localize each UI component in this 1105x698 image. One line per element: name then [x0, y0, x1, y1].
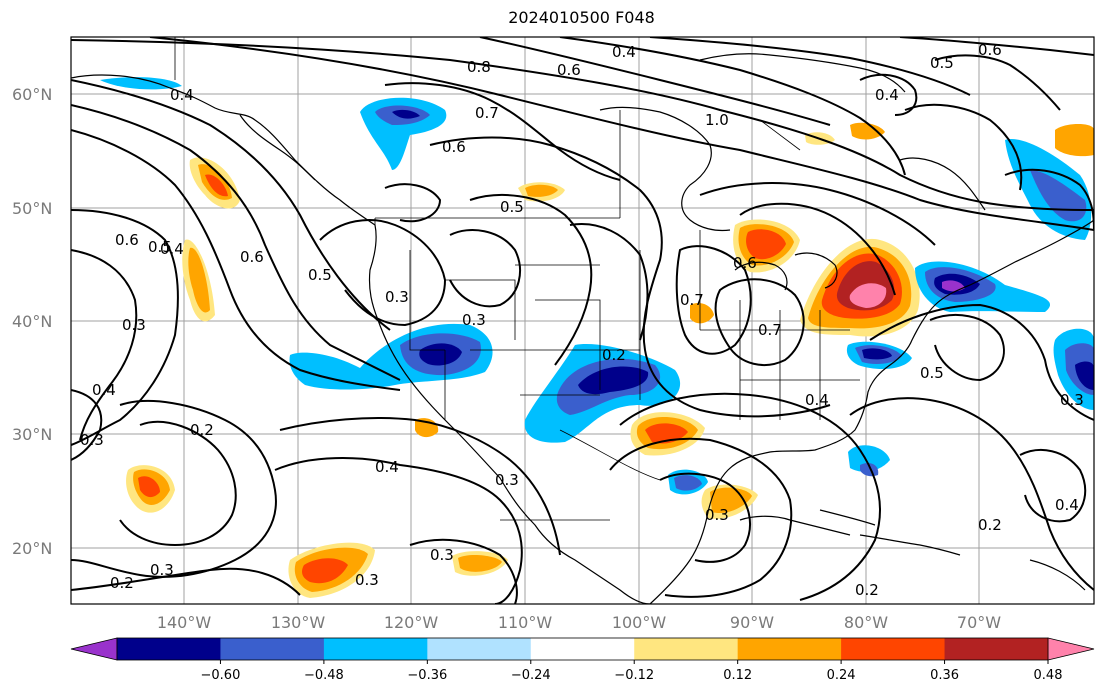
contour-label: 0.3: [462, 311, 486, 329]
contour-label: 0.3: [495, 471, 519, 489]
colorbar-extend-left: [70, 637, 118, 661]
colorbar-segment: [634, 638, 739, 660]
contour-label: 0.2: [190, 421, 214, 439]
colorbar-segment: [530, 638, 635, 660]
colorbar-tick-label: −0.36: [407, 668, 447, 683]
colorbar-tick-label: 0.36: [930, 668, 959, 683]
colorbar-segment: [220, 638, 325, 660]
contour-label: 0.5: [500, 198, 524, 216]
lon-label: 70°W: [957, 613, 1001, 632]
lon-label: 90°W: [730, 613, 774, 632]
colorbar: −0.60 −0.48 −0.36 −0.24 −0.12 0.12 0.24 0.36 0.4…: [70, 637, 1095, 683]
contour-label: 0.7: [758, 321, 782, 339]
contour-label: 0.4: [375, 458, 399, 476]
longitude-labels: 140°W 130°W 120°W 110°W 100°W 90°W 80°W …: [157, 613, 1001, 632]
contour-label: 0.4: [1055, 496, 1079, 514]
graticule: [71, 37, 1094, 604]
colorbar-extend-right: [1047, 637, 1095, 661]
colorbar-segment: [427, 638, 532, 660]
contour-label: 0.3: [705, 506, 729, 524]
lat-label: 20°N: [12, 539, 52, 558]
contour-label: 0.3: [385, 288, 409, 306]
map-frame: [70, 36, 1095, 605]
lon-label: 120°W: [384, 613, 439, 632]
contour-label: 0.5: [920, 364, 944, 382]
colorbar-segment: [323, 638, 428, 660]
colorbar-segment: [944, 638, 1049, 660]
lat-label: 60°N: [12, 85, 52, 104]
colorbar-tick-label: 0.12: [723, 668, 752, 683]
contour-label: 0.7: [475, 104, 499, 122]
colorbar-tick-label: −0.24: [511, 668, 551, 683]
contour-label: 0.4: [170, 86, 194, 104]
contour-label: 0.3: [150, 561, 174, 579]
colorbar-segment: [737, 638, 842, 660]
lon-label: 130°W: [271, 613, 326, 632]
contour-label: 0.6: [733, 254, 757, 272]
contour-label: 0.6: [978, 41, 1002, 59]
contour-label: 0.4: [92, 381, 116, 399]
contour-label: 0.3: [430, 546, 454, 564]
contour-label: 0.6: [240, 248, 264, 266]
contour-label: 0.6: [557, 61, 581, 79]
contour-label: 0.4: [160, 240, 184, 258]
contour-lines: [71, 37, 1094, 604]
lon-label: 110°W: [498, 613, 553, 632]
contour-label: 0.6: [115, 231, 139, 249]
lat-label: 40°N: [12, 312, 52, 331]
latitude-labels: 60°N 50°N 40°N 30°N 20°N: [12, 85, 52, 558]
contour-label: 0.8: [467, 58, 491, 76]
contour-label-group: 0.8 0.4 0.6 0.5 0.4 0.7 1.0 0.6 0.5 0.4 …: [80, 41, 1084, 599]
lat-label: 50°N: [12, 199, 52, 218]
contour-label: 0.2: [855, 581, 879, 599]
contour-label: 0.2: [978, 516, 1002, 534]
contour-label: 0.5: [148, 238, 172, 256]
contour-label: 0.5: [308, 266, 332, 284]
lon-label: 140°W: [157, 613, 212, 632]
colorbar-segment: [841, 638, 946, 660]
contour-label: 0.3: [122, 316, 146, 334]
contour-label: 0.4: [612, 43, 636, 61]
colorbar-outline: [116, 637, 1049, 661]
contour-label: 0.3: [1060, 391, 1084, 409]
contour-label: 0.4: [805, 391, 829, 409]
contour-label: 0.6: [442, 138, 466, 156]
lon-label: 80°W: [844, 613, 888, 632]
contour-label: 0.7: [680, 291, 704, 309]
shaded-anomaly-fields: [100, 77, 1094, 598]
colorbar-tick-label: −0.48: [304, 668, 344, 683]
contour-label: 0.4: [875, 86, 899, 104]
lat-label: 30°N: [12, 425, 52, 444]
contour-label: 0.2: [602, 346, 626, 364]
lon-label: 100°W: [612, 613, 667, 632]
colorbar-tick-label: −0.60: [201, 668, 241, 683]
colorbar-tick-label: 0.24: [827, 668, 856, 683]
contour-label: 1.0: [705, 111, 729, 129]
colorbar-tick-label: −0.12: [614, 668, 654, 683]
colorbar-segment: [117, 638, 221, 660]
contour-label: 0.3: [80, 431, 104, 449]
contour-label: 0.3: [355, 571, 379, 589]
colorbar-tick-label: 0.48: [1034, 668, 1063, 683]
map-title: 2024010500 F048: [508, 8, 655, 27]
contour-label: 0.5: [930, 54, 954, 72]
contour-label: 0.2: [110, 574, 134, 592]
coastlines: [71, 53, 1094, 604]
